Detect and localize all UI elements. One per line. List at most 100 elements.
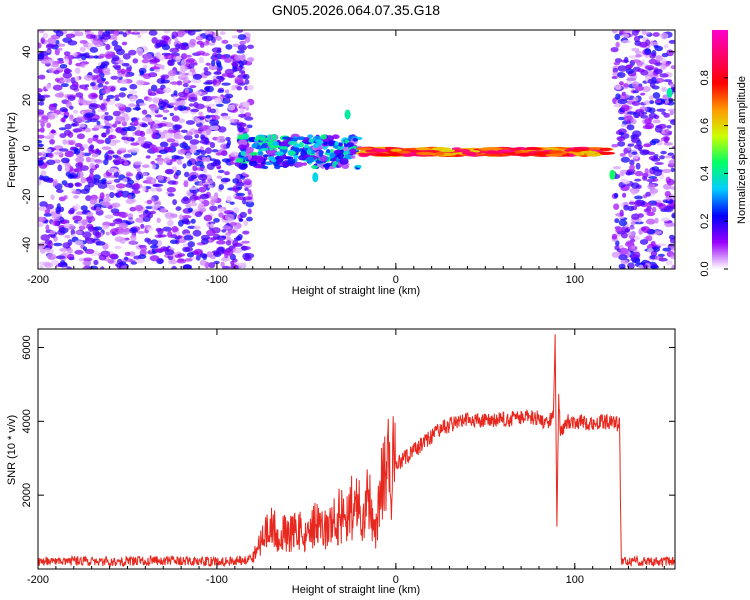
noise-speckle xyxy=(246,124,253,129)
noise-speckle xyxy=(38,101,45,106)
noise-speckle xyxy=(150,187,158,192)
noise-speckle xyxy=(664,99,670,104)
noise-speckle xyxy=(105,193,110,199)
snr-ticks: -200 -100 0 100 2000 4000 6000 xyxy=(21,329,675,586)
noise-speckle xyxy=(97,182,108,189)
noise-speckle xyxy=(615,41,620,48)
noise-speckle xyxy=(217,89,225,93)
noise-speckle xyxy=(206,106,212,113)
noise-speckle xyxy=(656,108,666,112)
noise-speckle xyxy=(178,74,188,78)
noise-speckle xyxy=(631,81,639,88)
noise-speckle xyxy=(110,86,116,92)
noise-speckle xyxy=(162,109,170,113)
noise-speckle xyxy=(632,96,639,102)
noise-speckle xyxy=(39,265,44,269)
noise-speckle xyxy=(62,242,71,249)
noise-speckle xyxy=(662,247,672,252)
noise-speckle xyxy=(130,234,136,239)
signal-mark xyxy=(338,142,343,147)
noise-speckle xyxy=(113,218,123,225)
noise-speckle xyxy=(86,216,96,222)
noise-speckle xyxy=(216,240,226,245)
noise-speckle xyxy=(615,228,623,233)
noise-speckle xyxy=(211,59,216,67)
noise-speckle xyxy=(181,53,188,60)
noise-speckle xyxy=(188,40,196,48)
signal-mark xyxy=(267,148,276,155)
signal-mark xyxy=(241,163,248,167)
noise-speckle xyxy=(145,155,151,159)
signal-mark xyxy=(350,155,356,159)
noise-speckle xyxy=(211,114,220,121)
noise-speckle xyxy=(62,139,68,145)
noise-speckle xyxy=(71,190,81,195)
noise-speckle xyxy=(222,265,231,269)
noise-speckle xyxy=(611,251,620,258)
noise-speckle xyxy=(124,74,130,78)
noise-speckle xyxy=(197,204,206,211)
noise-speckle xyxy=(143,53,153,60)
noise-speckle xyxy=(182,163,187,169)
noise-speckle xyxy=(669,254,675,260)
noise-speckle xyxy=(244,116,254,121)
noise-speckle xyxy=(131,189,141,194)
noise-speckle xyxy=(614,218,620,224)
noise-speckle xyxy=(39,201,48,208)
noise-speckle xyxy=(247,208,252,215)
noise-speckle xyxy=(41,151,47,158)
noise-speckle xyxy=(211,149,219,153)
noise-speckle xyxy=(166,187,176,193)
snr-ytick-label: 6000 xyxy=(21,335,33,359)
noise-speckle xyxy=(114,103,125,108)
noise-speckle xyxy=(54,151,63,156)
noise-speckle xyxy=(651,138,660,144)
noise-speckle xyxy=(48,67,54,74)
signal-mark xyxy=(294,162,304,168)
signal-mark xyxy=(580,150,598,154)
noise-speckle xyxy=(610,47,619,53)
noise-speckle xyxy=(127,213,134,219)
noise-speckle xyxy=(117,158,125,165)
noise-speckle xyxy=(130,261,137,265)
signal-mark xyxy=(599,147,612,151)
noise-speckle xyxy=(155,227,162,232)
noise-speckle xyxy=(141,116,152,122)
noise-speckle xyxy=(663,136,669,144)
noise-speckle xyxy=(85,156,91,163)
noise-speckle xyxy=(78,123,86,128)
noise-speckle xyxy=(136,171,142,176)
noise-speckle xyxy=(121,136,129,141)
signal-mark xyxy=(241,150,246,157)
noise-speckle xyxy=(138,102,147,106)
noise-speckle xyxy=(71,81,79,88)
noise-speckle xyxy=(176,30,185,38)
noise-speckle xyxy=(205,147,212,154)
noise-speckle xyxy=(175,56,181,63)
noise-speckle xyxy=(221,229,227,233)
noise-speckle xyxy=(105,43,111,51)
noise-speckle xyxy=(178,219,184,227)
spectrogram-ytick-label: 20 xyxy=(21,94,33,106)
noise-speckle xyxy=(230,151,239,157)
noise-speckle xyxy=(105,155,113,161)
noise-speckle xyxy=(108,253,118,259)
noise-speckle xyxy=(661,168,672,174)
noise-speckle xyxy=(218,212,224,218)
signal-mark xyxy=(342,147,349,152)
noise-speckle xyxy=(136,167,141,172)
noise-speckle xyxy=(158,149,168,155)
noise-speckle xyxy=(661,111,667,115)
snr-xtick-label: -200 xyxy=(27,574,49,586)
noise-speckle xyxy=(241,240,250,244)
noise-speckle xyxy=(185,152,192,159)
noise-speckle xyxy=(666,125,672,129)
noise-speckle xyxy=(244,37,251,43)
noise-speckle xyxy=(247,44,254,49)
noise-speckle xyxy=(118,31,124,35)
signal-mark xyxy=(433,152,445,156)
noise-speckle xyxy=(671,213,675,219)
noise-speckle xyxy=(59,133,67,139)
noise-speckle xyxy=(151,132,158,139)
